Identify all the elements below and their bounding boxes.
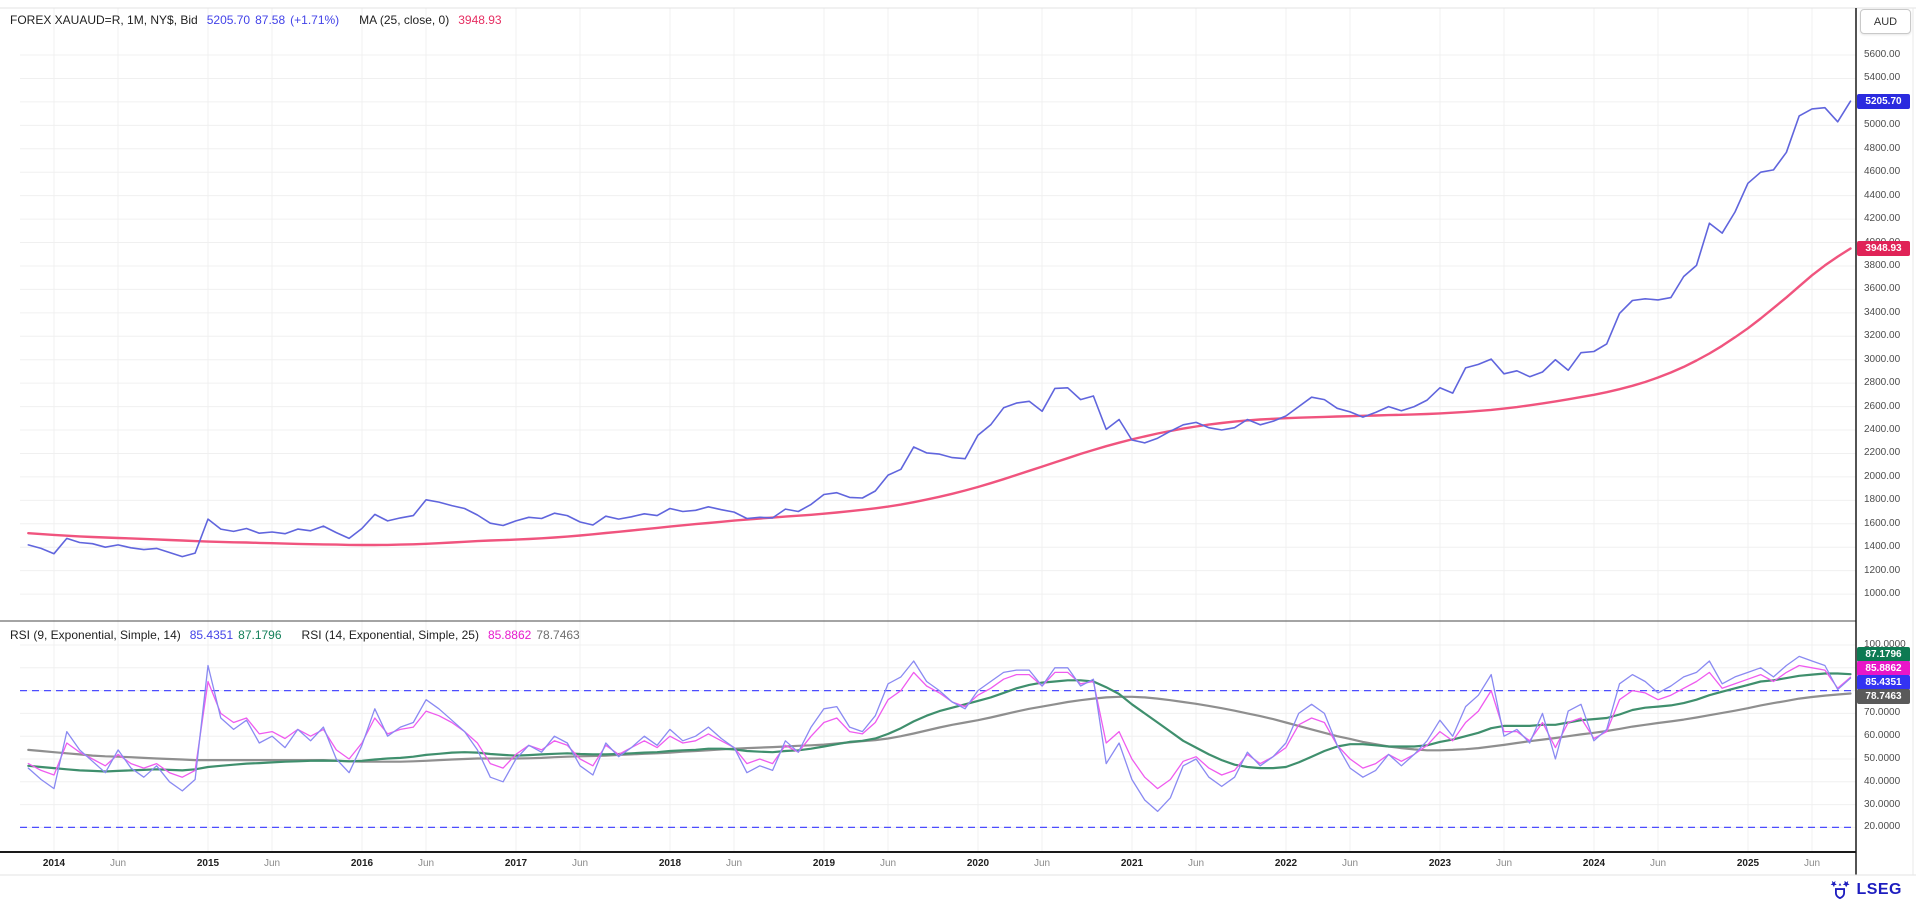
x-axis-year-label[interactable]: 2023 [1428,858,1452,869]
lseg-logo-text: LSEG [1856,881,1902,898]
rsi-axis-tick-label: 40.0000 [1864,775,1901,787]
net-change: 87.58 [255,12,286,27]
price-line[interactable] [27,100,1852,558]
price-axis-tick-label: 5400.00 [1864,72,1901,84]
price-axis-tick-label: 4200.00 [1864,213,1901,225]
rsi-axis-tick-label: 30.0000 [1864,798,1901,810]
price-axis-tick-label: 5600.00 [1864,49,1901,60]
rsi-axis-tick-label: 20.0000 [1864,821,1901,833]
rsi2-label[interactable]: RSI (14, Exponential, Simple, 25) [301,627,479,642]
instrument-title[interactable]: FOREX XAUAUD=R, 1M, NY$, Bid [10,12,198,27]
x-axis-jun-label[interactable]: Jun [417,858,435,869]
rsi-axis-tick-label: 60.0000 [1864,730,1901,742]
rsi-value-badge: 87.1796 [1857,647,1910,662]
x-axis-jun-label[interactable]: Jun [725,858,743,869]
x-axis-year-label[interactable]: 2021 [1120,858,1144,869]
lseg-logo: LSEG [1829,880,1902,900]
x-axis-year-label[interactable]: 2015 [196,858,220,869]
lseg-crest-icon [1829,880,1851,900]
x-axis-jun-label[interactable]: Jun [263,858,281,869]
x-axis-year-label[interactable]: 2022 [1274,858,1298,869]
x-axis-year-label[interactable]: 2019 [812,858,836,869]
price-axis-tick-label: 3200.00 [1864,330,1901,342]
x-axis-jun-label[interactable]: Jun [571,858,589,869]
last-price: 5205.70 [206,12,251,27]
x-axis-jun-label[interactable]: Jun [109,858,127,869]
x-axis-jun-label[interactable]: Jun [879,858,897,869]
price-axis-tick-label: 1800.00 [1864,494,1901,506]
x-axis-year-label[interactable]: 2016 [350,858,374,869]
price-axis-tick-label: 2200.00 [1864,447,1901,459]
x-axis-year-label[interactable]: 2025 [1736,858,1760,869]
rsi-axis-tick-label: 70.0000 [1864,707,1901,719]
price-axis-tick-label: 1400.00 [1864,541,1901,553]
rsi1-ma-value: 87.1796 [238,627,282,642]
rsi-legend[interactable]: RSI (9, Exponential, Simple, 14) 85.4351 8… [10,627,580,642]
x-axis-year-label[interactable]: 2017 [504,858,528,869]
price-axis-tick-label: 1200.00 [1864,564,1901,576]
price-axis-tick-label: 4800.00 [1864,142,1901,154]
rsi-value-badge: 85.8862 [1857,661,1910,676]
rsi-axis-tick-label: 50.0000 [1864,753,1901,764]
price-value-badge: 3948.93 [1857,241,1910,256]
price-axis-tick-label: 2800.00 [1864,377,1901,389]
plot-area[interactable] [20,8,1856,852]
price-axis-tick-label: 4400.00 [1864,189,1901,201]
price-axis-tick-label: 1000.00 [1864,588,1901,600]
rsi1-label[interactable]: RSI (9, Exponential, Simple, 14) [10,627,181,642]
rsi9-line[interactable] [27,655,1852,813]
price-value-badge: 5205.70 [1857,94,1910,109]
x-axis-year-label[interactable]: 2024 [1582,858,1606,869]
rsi2-value: 85.8862 [487,627,532,642]
ma-line[interactable] [27,247,1852,547]
price-axis-tick-label: 3000.00 [1864,353,1901,365]
price-legend[interactable]: FOREX XAUAUD=R, 1M, NY$, Bid 5205.70 87.58… [10,12,502,27]
price-axis-tick-label: 4600.00 [1864,166,1901,178]
x-axis-jun-label[interactable]: Jun [1187,858,1205,869]
price-axis-tick-label: 5000.00 [1864,119,1901,131]
x-axis-year-label[interactable]: 2020 [966,858,990,869]
price-axis-tick-label: 2600.00 [1864,400,1901,412]
x-axis-jun-label[interactable]: Jun [1033,858,1051,869]
x-axis-jun-label[interactable]: Jun [1803,858,1821,869]
currency-axis-button[interactable]: AUD [1860,9,1911,34]
rsi-axis-tick-label: 100.0000 [1864,639,1906,650]
rsi-value-badge: 78.7463 [1857,689,1910,704]
x-axis-year-label[interactable]: 2014 [42,858,66,869]
ma-value: 3948.93 [458,12,502,27]
rsi-value-badge: 85.4351 [1857,675,1910,690]
x-axis-jun-label[interactable]: Jun [1649,858,1667,869]
price-axis-tick-label: 3400.00 [1864,306,1901,318]
rsi1-value: 85.4351 [189,627,234,642]
x-axis-jun-label[interactable]: Jun [1341,858,1359,869]
price-axis-tick-label: 1600.00 [1864,517,1901,529]
price-axis-tick-label: 2400.00 [1864,424,1901,436]
price-axis-tick-label: 2000.00 [1864,470,1901,482]
ma-label[interactable]: MA (25, close, 0) [359,12,450,27]
rsi2-ma-value: 78.7463 [536,627,580,642]
x-axis-jun-label[interactable]: Jun [1495,858,1513,869]
x-axis-year-label[interactable]: 2018 [658,858,682,869]
price-axis-tick-label: 3600.00 [1864,283,1901,295]
price-axis-tick-label: 3800.00 [1864,259,1901,271]
rsi9-sma-line[interactable] [27,672,1852,773]
pct-change: (+1.71%) [290,12,340,27]
